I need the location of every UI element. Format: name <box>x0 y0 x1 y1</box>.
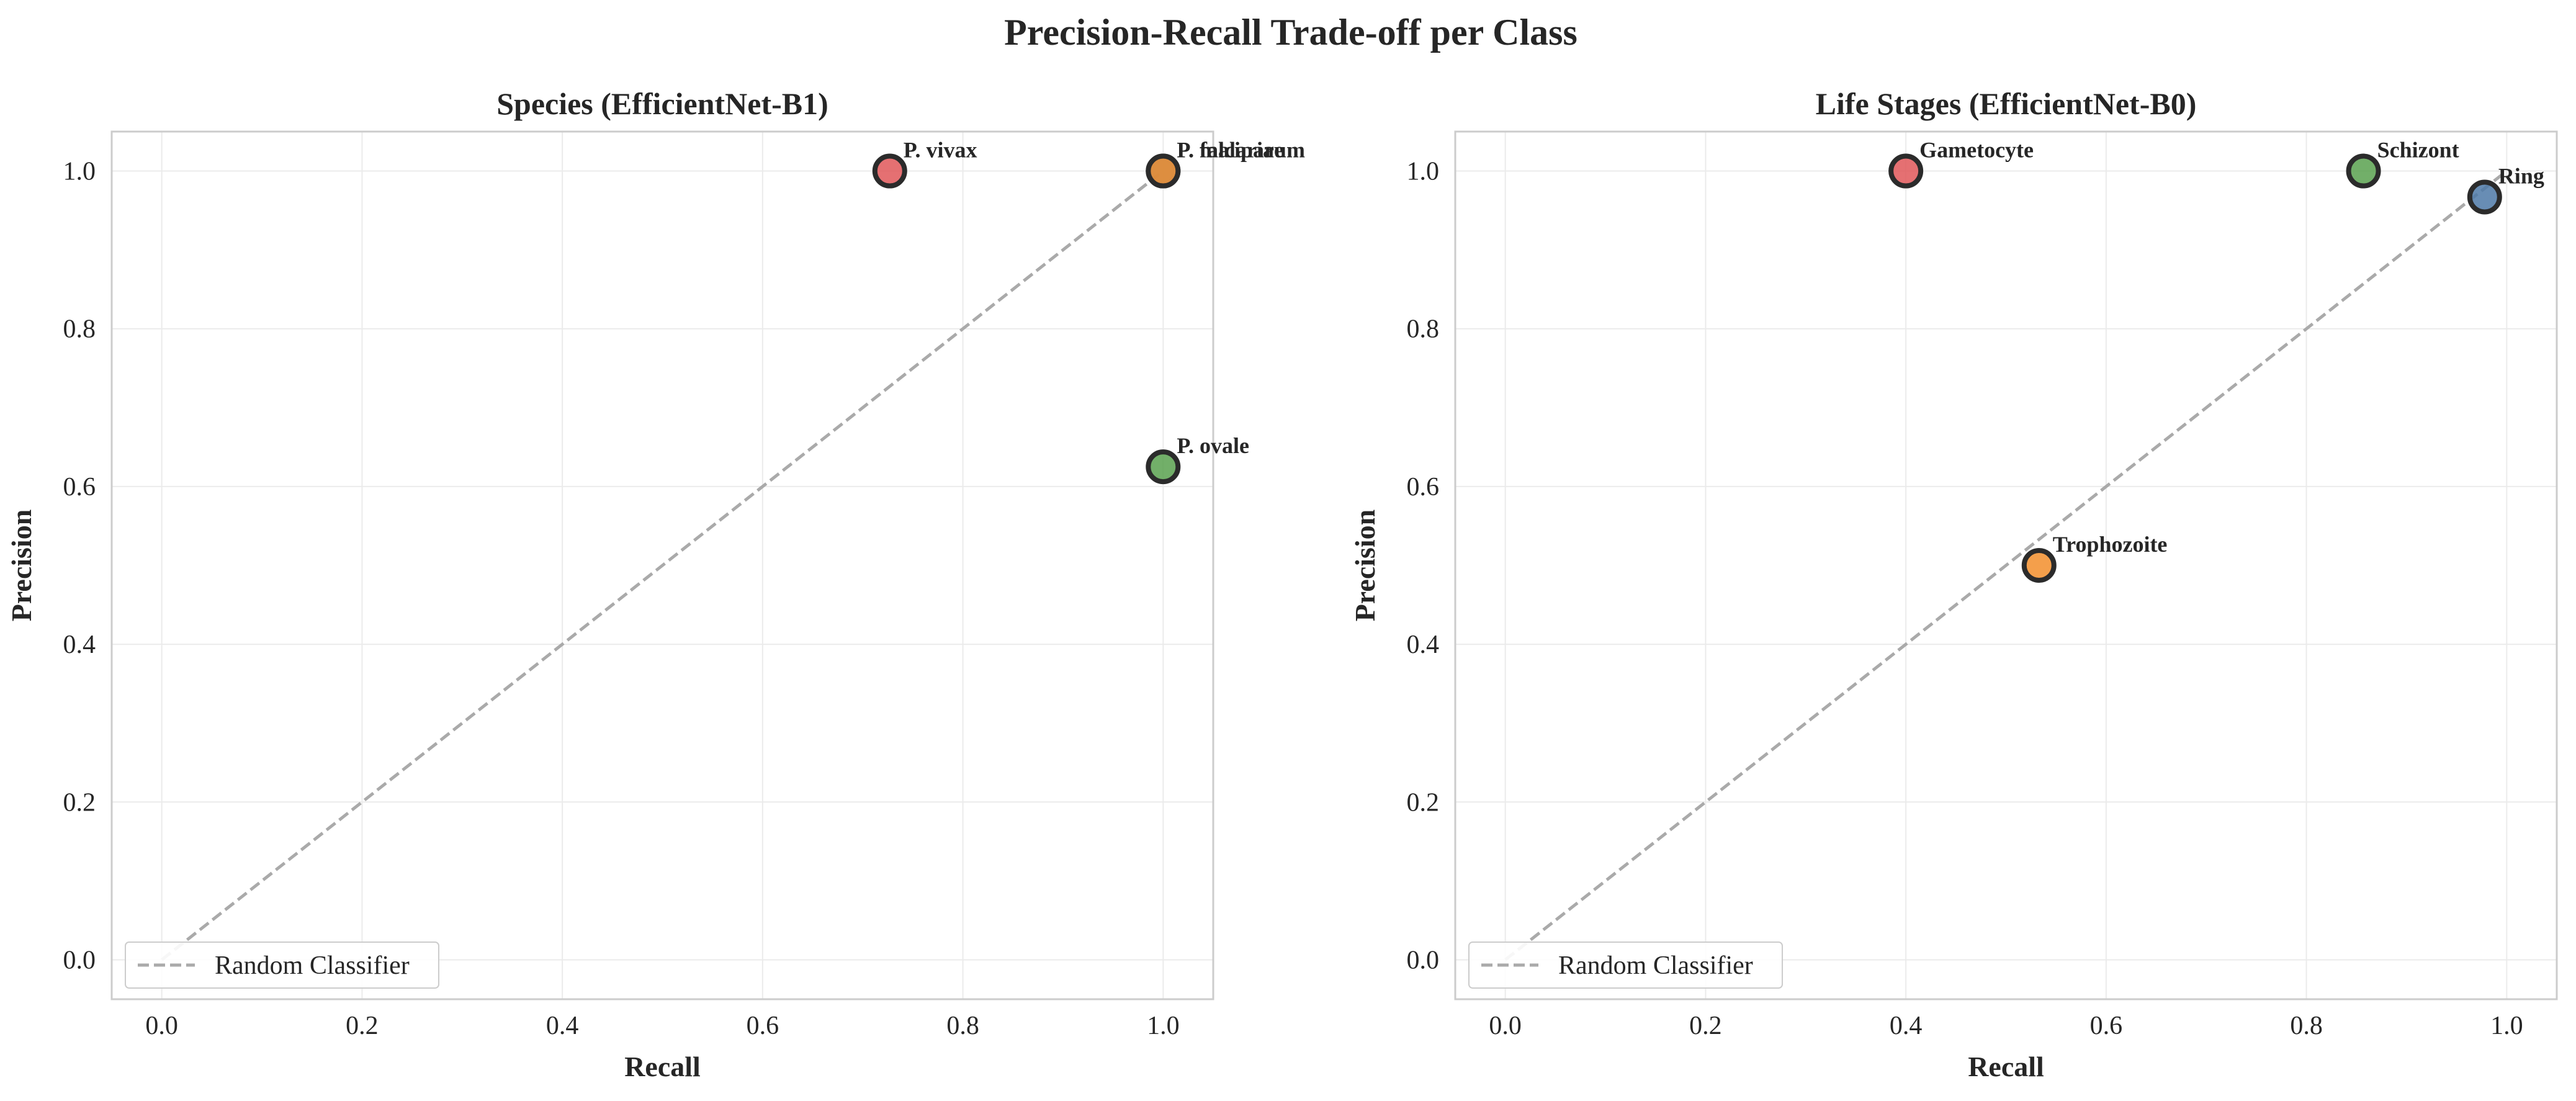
y-tick-label: 0.2 <box>63 788 96 817</box>
x-axis-label: Recall <box>1968 1051 2044 1082</box>
point-schizont <box>2346 153 2381 189</box>
y-tick-label: 0.4 <box>1407 631 1440 659</box>
x-tick-label: 0.0 <box>145 1012 178 1040</box>
legend-label: Random Classifier <box>1558 951 1753 980</box>
point-gametocyte <box>1888 153 1924 189</box>
point-label-p-vivax: P. vivax <box>904 138 977 163</box>
x-axis-label: Recall <box>624 1051 701 1082</box>
point-p-malariae <box>1146 153 1181 189</box>
random-classifier-line <box>161 169 1164 961</box>
x-tick-label: 0.4 <box>1890 1012 1923 1040</box>
x-tick-label: 0.4 <box>546 1012 579 1040</box>
random-classifier-line <box>1504 169 2508 961</box>
y-axis-label: Precision <box>6 510 37 622</box>
y-axis-label: Precision <box>1349 510 1381 622</box>
panel-title: Species (EfficientNet-B1) <box>496 86 828 121</box>
species-panel: 0.0 0.2 0.4 0.6 0.8 1.0 0.0 0.2 0.4 0.6 0.8 1.0 Spec… <box>6 86 1305 1082</box>
y-tick-label: 0.0 <box>1407 946 1440 974</box>
x-tick-label: 0.6 <box>747 1012 779 1040</box>
point-p-vivax <box>872 153 907 189</box>
point-ring <box>2467 179 2502 215</box>
life-stages-panel: 0.0 0.2 0.4 0.6 0.8 1.0 0.0 0.2 0.4 0.6 0.8 1.0 Life… <box>1349 86 2558 1082</box>
y-tick-label: 0.6 <box>1407 473 1440 501</box>
point-label-schizont: Schizont <box>2377 138 2459 163</box>
x-tick-label: 0.2 <box>1689 1012 1722 1040</box>
point-trophozoite <box>2021 548 2057 583</box>
x-tick-label: 0.6 <box>2090 1012 2123 1040</box>
x-tick-label: 0.2 <box>346 1012 379 1040</box>
x-tick-label: 1.0 <box>2490 1012 2523 1040</box>
point-label-p-ovale: P. ovale <box>1177 433 1249 458</box>
y-tick-label: 0.0 <box>63 946 96 974</box>
plot-frame <box>1454 130 2558 1000</box>
panel-title: Life Stages (EfficientNet-B0) <box>1816 86 2197 121</box>
legend-label: Random Classifier <box>215 951 410 980</box>
y-tick-label: 1.0 <box>1407 158 1440 186</box>
point-label-p-falciparum: P. falciparum <box>1177 138 1305 163</box>
y-tick-label: 0.8 <box>1407 315 1440 344</box>
x-tick-label: 0.8 <box>946 1012 979 1040</box>
x-tick-label: 0.0 <box>1489 1012 1522 1040</box>
plot-frame <box>110 130 1214 1000</box>
point-label-gametocyte: Gametocyte <box>1919 138 2034 163</box>
point-label-ring: Ring <box>2498 163 2544 188</box>
figure-title: Precision-Recall Trade-off per Class <box>1004 12 1577 53</box>
y-tick-label: 1.0 <box>63 158 96 186</box>
legend-box <box>1468 941 1783 989</box>
x-tick-label: 1.0 <box>1147 1012 1180 1040</box>
legend-box <box>125 941 439 989</box>
y-tick-label: 0.2 <box>1407 788 1440 817</box>
point-label-p-malariae: P. malariae <box>1177 138 1284 163</box>
x-tick-label: 0.8 <box>2290 1012 2323 1040</box>
point-label-trophozoite: Trophozoite <box>2053 532 2168 557</box>
y-tick-label: 0.8 <box>63 315 96 344</box>
point-p-ovale <box>1146 449 1181 485</box>
y-tick-label: 0.4 <box>63 631 96 659</box>
y-tick-label: 0.6 <box>63 473 96 501</box>
